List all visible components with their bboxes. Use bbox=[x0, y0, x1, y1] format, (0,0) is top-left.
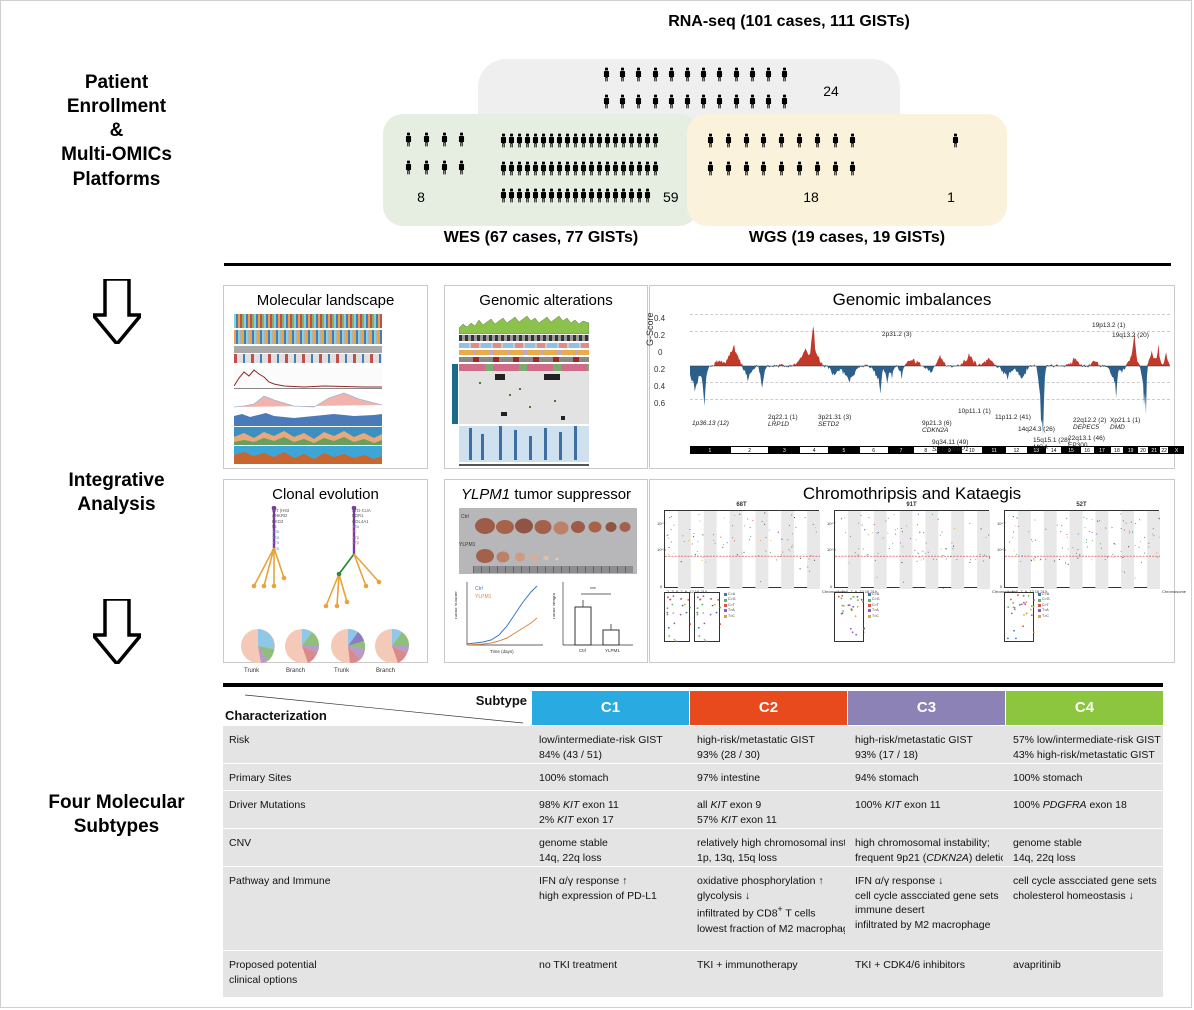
svg-text:YLPM1: YLPM1 bbox=[475, 594, 492, 600]
svg-text:***: *** bbox=[590, 587, 596, 593]
svg-text:YLPM1: YLPM1 bbox=[605, 648, 620, 653]
svg-text:Ctrl: Ctrl bbox=[579, 648, 586, 653]
svg-text:Tumor weight: Tumor weight bbox=[553, 592, 556, 620]
svg-text:Ctrl: Ctrl bbox=[475, 586, 483, 592]
svg-text:Tumor volume: Tumor volume bbox=[455, 591, 458, 620]
svg-text:Time (days): Time (days) bbox=[490, 649, 514, 654]
